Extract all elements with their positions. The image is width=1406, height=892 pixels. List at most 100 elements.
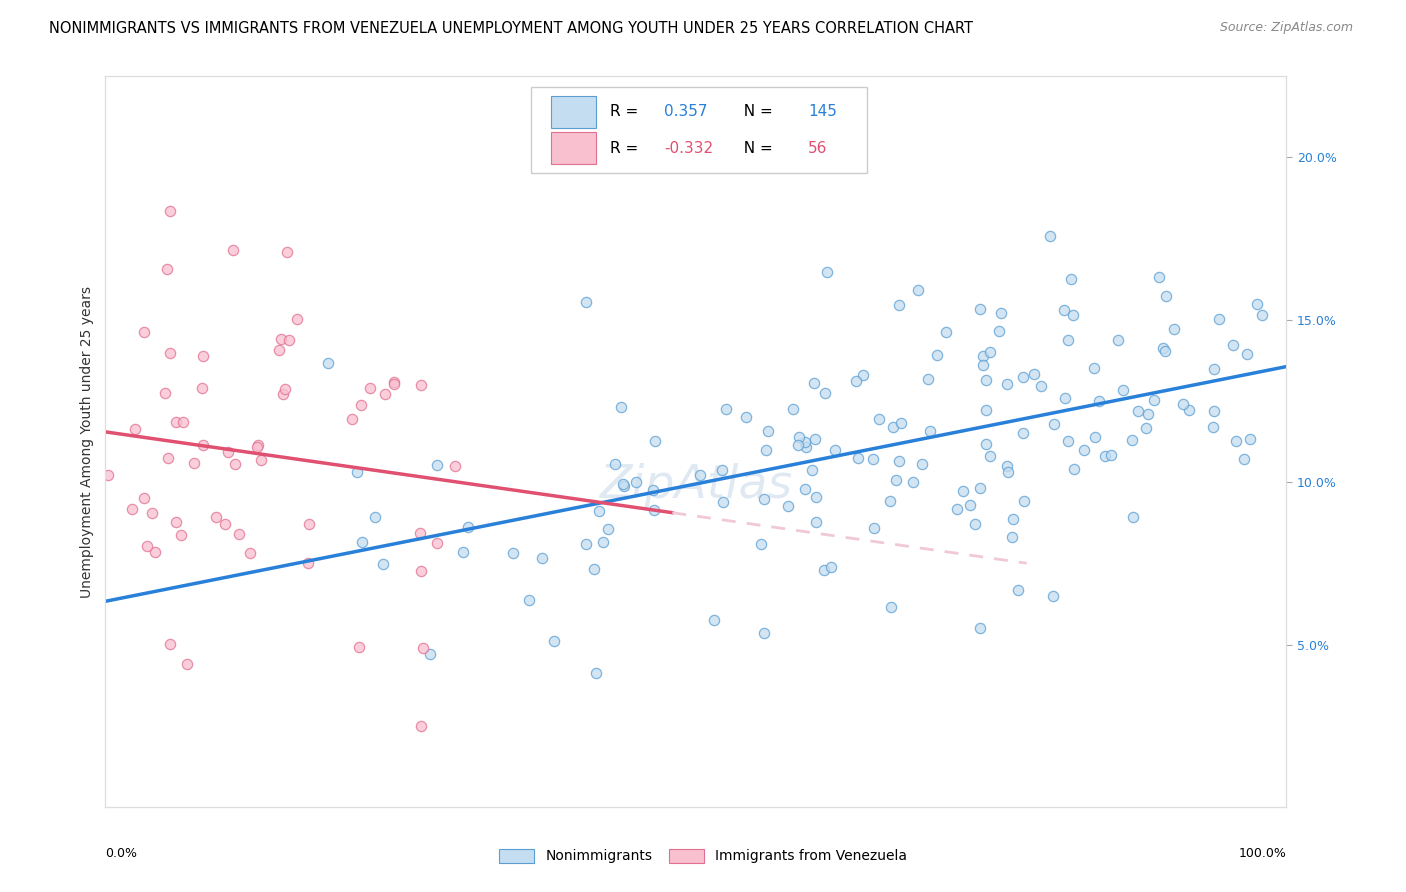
Point xyxy=(1057,333,1080,347)
Point xyxy=(612,477,634,491)
Point xyxy=(1042,589,1064,603)
Point xyxy=(1094,449,1116,463)
Text: 0.357: 0.357 xyxy=(664,104,707,120)
Point xyxy=(1062,308,1084,322)
Point xyxy=(374,387,396,401)
Point xyxy=(868,412,890,426)
Point xyxy=(1246,297,1268,311)
Point xyxy=(382,375,405,389)
Point xyxy=(274,382,297,396)
Point xyxy=(889,298,911,312)
Point xyxy=(1136,407,1159,421)
Point xyxy=(502,546,524,560)
Text: N =: N = xyxy=(734,141,778,155)
Point xyxy=(804,515,827,529)
Point xyxy=(1107,333,1129,347)
Point xyxy=(803,376,825,391)
Point xyxy=(1135,421,1157,435)
Point xyxy=(588,504,610,518)
Point xyxy=(862,452,884,467)
Point xyxy=(1202,404,1225,418)
Point xyxy=(879,599,901,614)
Point xyxy=(132,326,155,340)
Point xyxy=(1024,367,1046,381)
Point xyxy=(411,564,433,578)
Point xyxy=(1152,342,1174,356)
Y-axis label: Unemployment Among Youth under 25 years: Unemployment Among Youth under 25 years xyxy=(80,285,94,598)
Point xyxy=(969,621,991,635)
Point xyxy=(585,666,607,681)
Point xyxy=(972,349,994,363)
Point xyxy=(846,450,869,465)
Point xyxy=(191,350,214,364)
Point xyxy=(1202,420,1225,434)
Point xyxy=(134,491,156,505)
Point xyxy=(815,265,838,279)
Point xyxy=(1012,425,1035,440)
Point xyxy=(156,262,179,277)
Point xyxy=(990,306,1012,320)
Point xyxy=(270,332,292,346)
Point xyxy=(974,403,997,417)
Point xyxy=(1128,404,1150,418)
Point xyxy=(911,458,934,472)
Point xyxy=(1204,362,1226,376)
Point xyxy=(641,483,664,497)
Point xyxy=(121,502,143,516)
Point xyxy=(1163,322,1185,336)
Point xyxy=(1099,448,1122,462)
Point xyxy=(408,525,430,540)
Legend: Nonimmigrants, Immigrants from Venezuela: Nonimmigrants, Immigrants from Venezuela xyxy=(494,843,912,869)
Point xyxy=(1143,392,1166,407)
Point xyxy=(519,592,541,607)
Text: 56: 56 xyxy=(808,141,828,155)
Point xyxy=(246,437,269,451)
Text: NONIMMIGRANTS VS IMMIGRANTS FROM VENEZUELA UNEMPLOYMENT AMONG YOUTH UNDER 25 YEA: NONIMMIGRANTS VS IMMIGRANTS FROM VENEZUE… xyxy=(49,21,973,36)
Point xyxy=(1039,228,1062,243)
Point xyxy=(813,563,835,577)
FancyBboxPatch shape xyxy=(551,96,596,128)
Point xyxy=(752,492,775,507)
Point xyxy=(444,458,467,473)
Point xyxy=(1042,417,1064,431)
Point xyxy=(246,441,269,455)
Point xyxy=(997,465,1019,479)
Point xyxy=(224,458,246,472)
Text: -0.332: -0.332 xyxy=(664,141,713,155)
Point xyxy=(166,415,188,429)
Point xyxy=(1122,509,1144,524)
Point xyxy=(316,356,339,370)
Point xyxy=(820,559,842,574)
Point xyxy=(136,539,159,553)
Point xyxy=(890,417,912,431)
Point xyxy=(172,415,194,429)
Point xyxy=(1002,512,1025,526)
Point xyxy=(793,482,815,496)
Point xyxy=(1088,393,1111,408)
Point xyxy=(1225,434,1247,448)
Point xyxy=(170,527,193,541)
Point xyxy=(426,458,449,472)
Point xyxy=(794,434,817,449)
Point xyxy=(786,438,808,452)
Point xyxy=(214,517,236,532)
Point xyxy=(917,372,939,386)
Text: R =: R = xyxy=(610,104,643,120)
Point xyxy=(969,301,991,316)
Point xyxy=(350,398,373,412)
Text: ZipAtlas: ZipAtlas xyxy=(599,463,793,508)
Point xyxy=(778,499,800,513)
Point xyxy=(643,503,665,517)
Point xyxy=(782,401,804,416)
Point xyxy=(845,374,868,388)
Point xyxy=(349,640,371,655)
Point xyxy=(364,510,387,524)
Text: 0.0%: 0.0% xyxy=(105,847,138,861)
Point xyxy=(373,558,395,572)
Point xyxy=(711,494,734,508)
Point xyxy=(298,516,321,531)
Text: 100.0%: 100.0% xyxy=(1239,847,1286,861)
Point xyxy=(787,430,810,444)
Point xyxy=(979,344,1001,359)
Point xyxy=(191,381,214,395)
